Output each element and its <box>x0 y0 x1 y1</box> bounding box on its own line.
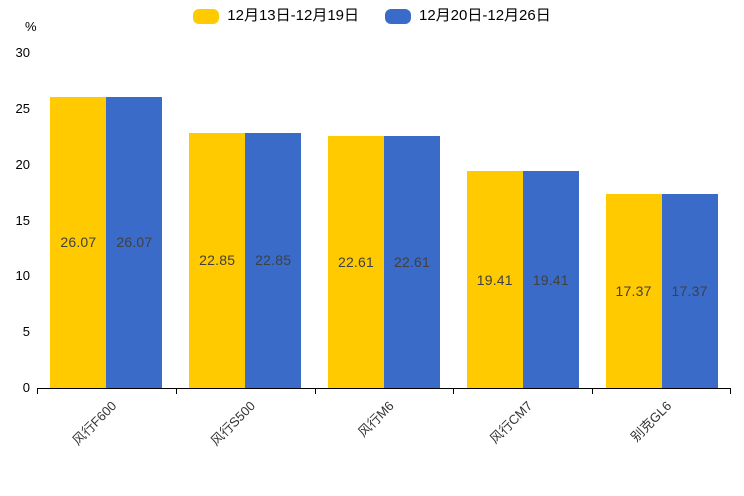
x-category-label: 风行S500 <box>207 398 258 449</box>
x-axis-tick <box>453 388 455 394</box>
y-axis-unit-label: % <box>25 19 37 34</box>
x-axis-tick <box>592 388 594 394</box>
plot-area: 26.07 26.07 22.85 22.85 22.61 22.61 19.41 19.41… <box>37 53 731 449</box>
bar-pair: 19.41 19.41 <box>466 53 579 388</box>
y-tick-label: 5 <box>22 324 30 340</box>
bar-value-label: 19.41 <box>476 271 513 288</box>
x-category-label: 风行F600 <box>69 398 120 449</box>
bar-series2[interactable]: 17.37 <box>661 194 718 388</box>
x-label-wrap: 风行M6 <box>204 396 397 440</box>
legend-label-series1: 12月13日-12月19日 <box>227 7 359 24</box>
y-tick-label: 25 <box>15 100 30 116</box>
bar-pair: 26.07 26.07 <box>50 53 163 388</box>
bar-value-label: 19.41 <box>532 271 569 288</box>
x-axis-tick <box>730 388 731 394</box>
bar-group: 17.37 17.37 <box>592 53 731 388</box>
bar-series1[interactable]: 17.37 <box>605 194 662 388</box>
x-label-wrap: 别克GL6 <box>482 396 674 444</box>
legend: 12月13日-12月19日 12月20日-12月26日 <box>0 7 744 25</box>
y-tick-label: 10 <box>15 268 30 284</box>
bar-pair: 22.85 22.85 <box>189 53 302 388</box>
x-axis-tick <box>175 388 177 394</box>
bar-value-label: 26.07 <box>116 234 153 251</box>
x-label-wrap: 风行F600 <box>0 396 119 448</box>
bar-pair: 17.37 17.37 <box>605 53 718 388</box>
bar-value-label: 22.85 <box>199 252 236 269</box>
bar-group: 22.85 22.85 <box>176 53 315 388</box>
x-axis-tick <box>314 388 316 394</box>
bar-value-label: 22.61 <box>393 253 430 270</box>
bar-value-label: 22.85 <box>255 252 292 269</box>
bar-group: 22.61 22.61 <box>315 53 454 388</box>
y-axis-labels: 0 5 10 15 20 25 30 <box>0 45 30 395</box>
x-label-wrap: 风行CM7 <box>343 396 535 446</box>
bar-series1[interactable]: 22.85 <box>189 132 246 388</box>
bar-series2[interactable]: 19.41 <box>522 171 579 388</box>
bar-series1[interactable]: 22.61 <box>327 135 384 388</box>
x-category-label: 风行CM7 <box>487 398 536 447</box>
x-axis-tick <box>37 388 38 394</box>
bar-groups: 26.07 26.07 22.85 22.85 22.61 22.61 19.41 19.41… <box>37 53 731 388</box>
legend-swatch-series1-icon <box>193 8 220 24</box>
bar-series1[interactable]: 26.07 <box>50 96 107 388</box>
legend-swatch-series2-icon <box>385 8 411 24</box>
bar-group: 19.41 19.41 <box>453 53 592 388</box>
bar-value-label: 22.61 <box>337 253 374 270</box>
x-category-label: 别克GL6 <box>627 398 675 445</box>
legend-item-series2[interactable]: 12月20日-12月26日 <box>385 7 551 25</box>
x-label-wrap: 风行S500 <box>65 396 257 448</box>
x-category-label: 风行M6 <box>354 398 397 440</box>
bar-series2[interactable]: 26.07 <box>106 96 163 388</box>
bar-series1[interactable]: 19.41 <box>466 171 523 388</box>
bar-series2[interactable]: 22.85 <box>245 132 302 388</box>
y-tick-label: 15 <box>15 212 30 228</box>
bar-series2[interactable]: 22.61 <box>383 135 440 388</box>
bar-group: 26.07 26.07 <box>37 53 176 388</box>
y-tick-label: 30 <box>15 45 30 60</box>
legend-label-series2: 12月20日-12月26日 <box>419 7 551 24</box>
bar-value-label: 17.37 <box>671 283 708 300</box>
y-tick-label: 20 <box>15 156 30 172</box>
bar-value-label: 26.07 <box>60 234 97 251</box>
bar-pair: 22.61 22.61 <box>327 53 440 388</box>
legend-item-series1[interactable]: 12月13日-12月19日 <box>193 7 359 25</box>
bar-value-label: 17.37 <box>615 283 652 300</box>
y-tick-label: 0 <box>22 380 30 395</box>
